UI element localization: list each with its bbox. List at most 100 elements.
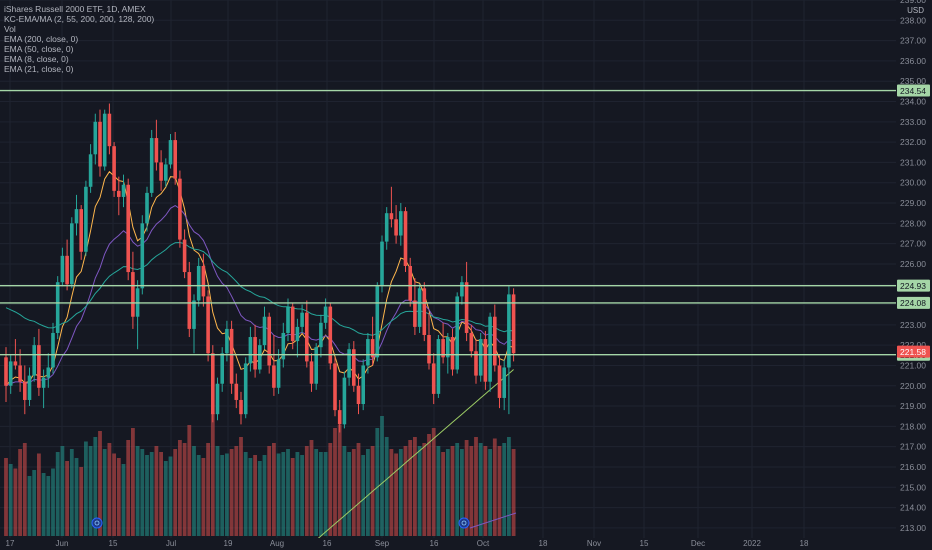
volume-bar [13,468,18,536]
volume-bar [60,446,65,536]
candle [403,207,408,273]
candle [112,142,116,197]
volume-bar [239,437,243,536]
candle [431,353,436,405]
volume-bar [220,455,225,536]
candle [135,280,140,350]
candle [46,353,51,388]
candle-body [276,359,281,388]
candle-body [403,211,408,266]
candle-body [4,357,8,386]
candle-body [464,282,469,333]
volume-bar [248,458,253,536]
candle [192,294,196,354]
candle-body [41,377,46,388]
candle-body [281,332,286,360]
ema200-line [315,369,514,541]
candle [380,235,384,293]
candle [493,304,497,372]
candle [352,341,356,392]
candle [305,300,309,368]
candle [342,371,347,429]
volume-bar [4,458,8,536]
candle-body [356,385,361,405]
volume-bar [455,443,460,536]
level-label-bg [897,296,930,309]
volume-bar [267,446,272,536]
time-axis: 17 Jun 15 Jul 19 Aug 16 Sep 16 Oct 18 Nov 15 Dec 2022 1… [0,538,932,550]
candle [93,113,98,165]
candle [267,312,271,374]
candles [4,103,516,433]
candle-body [154,138,159,163]
candle [182,229,187,279]
volume-bar [178,440,182,536]
candle-body [380,241,384,287]
candle [356,373,361,415]
candle [417,284,422,333]
volume-bar [300,455,304,536]
candle [4,347,8,402]
candle [446,332,450,374]
candle-body [32,345,36,376]
candle-body [502,367,506,398]
volume-bar [511,449,516,536]
candle [70,217,74,289]
volume-bars [4,413,516,536]
price-tick-label: 219.00 [900,401,926,411]
candle-body [46,367,51,378]
candle [229,320,234,394]
candle-body [37,345,41,388]
price-tick-label: 236.00 [900,56,926,66]
candle [145,186,149,232]
price-tick-label: 222.00 [900,340,926,350]
candle-body [98,121,102,167]
candle [8,355,13,394]
candle [511,288,516,362]
candle [436,335,441,398]
candle-body [483,339,488,382]
candle-body [145,192,149,224]
candle [234,373,239,409]
indicator-kc-ema[interactable]: KC-EMA/MA (2, 55, 200, 200, 128, 200) [4,14,155,24]
candle [84,180,88,256]
candle-body [121,184,126,197]
volume-bar [276,453,281,536]
candle-body [384,213,389,242]
volume-bar [394,453,398,536]
indicator-ema200[interactable]: EMA (200, close, 0) [4,34,79,44]
candle [319,314,323,358]
time-tick-label: 2022 [743,539,761,548]
candle [168,134,173,169]
indicator-vol[interactable]: Vol [4,24,16,34]
candle-body [149,138,154,193]
candle [314,343,318,390]
volume-bar [333,428,337,536]
candle [300,304,304,333]
volume-bar [69,449,74,536]
volume-bar [492,438,497,536]
volume-bar [380,416,384,536]
price-tick-label: 235.00 [900,76,926,86]
volume-bar [8,464,13,536]
indicator-ema21[interactable]: EMA (21, close, 0) [4,64,74,74]
price-tick-label: 216.00 [900,462,926,472]
candle [384,207,389,250]
candle [74,194,79,236]
candle [215,377,220,421]
candle [154,119,159,171]
candle-body [417,288,422,327]
candle-body [450,337,455,370]
candle-body [239,399,243,415]
volume-bar [323,452,328,536]
candle [206,290,210,362]
indicator-ema8[interactable]: EMA (8, close, 0) [4,54,69,64]
chart-legend: iShares Russell 2000 ETF, 1D, AMEX KC-EM… [4,4,154,74]
candle-body [8,361,13,386]
candle [272,335,276,396]
indicator-ema50[interactable]: EMA (50, close, 0) [4,44,74,54]
volume-bar [215,446,220,536]
volume-bar [79,467,84,536]
symbol-title[interactable]: iShares Russell 2000 ETF, 1D, AMEX [4,4,146,14]
